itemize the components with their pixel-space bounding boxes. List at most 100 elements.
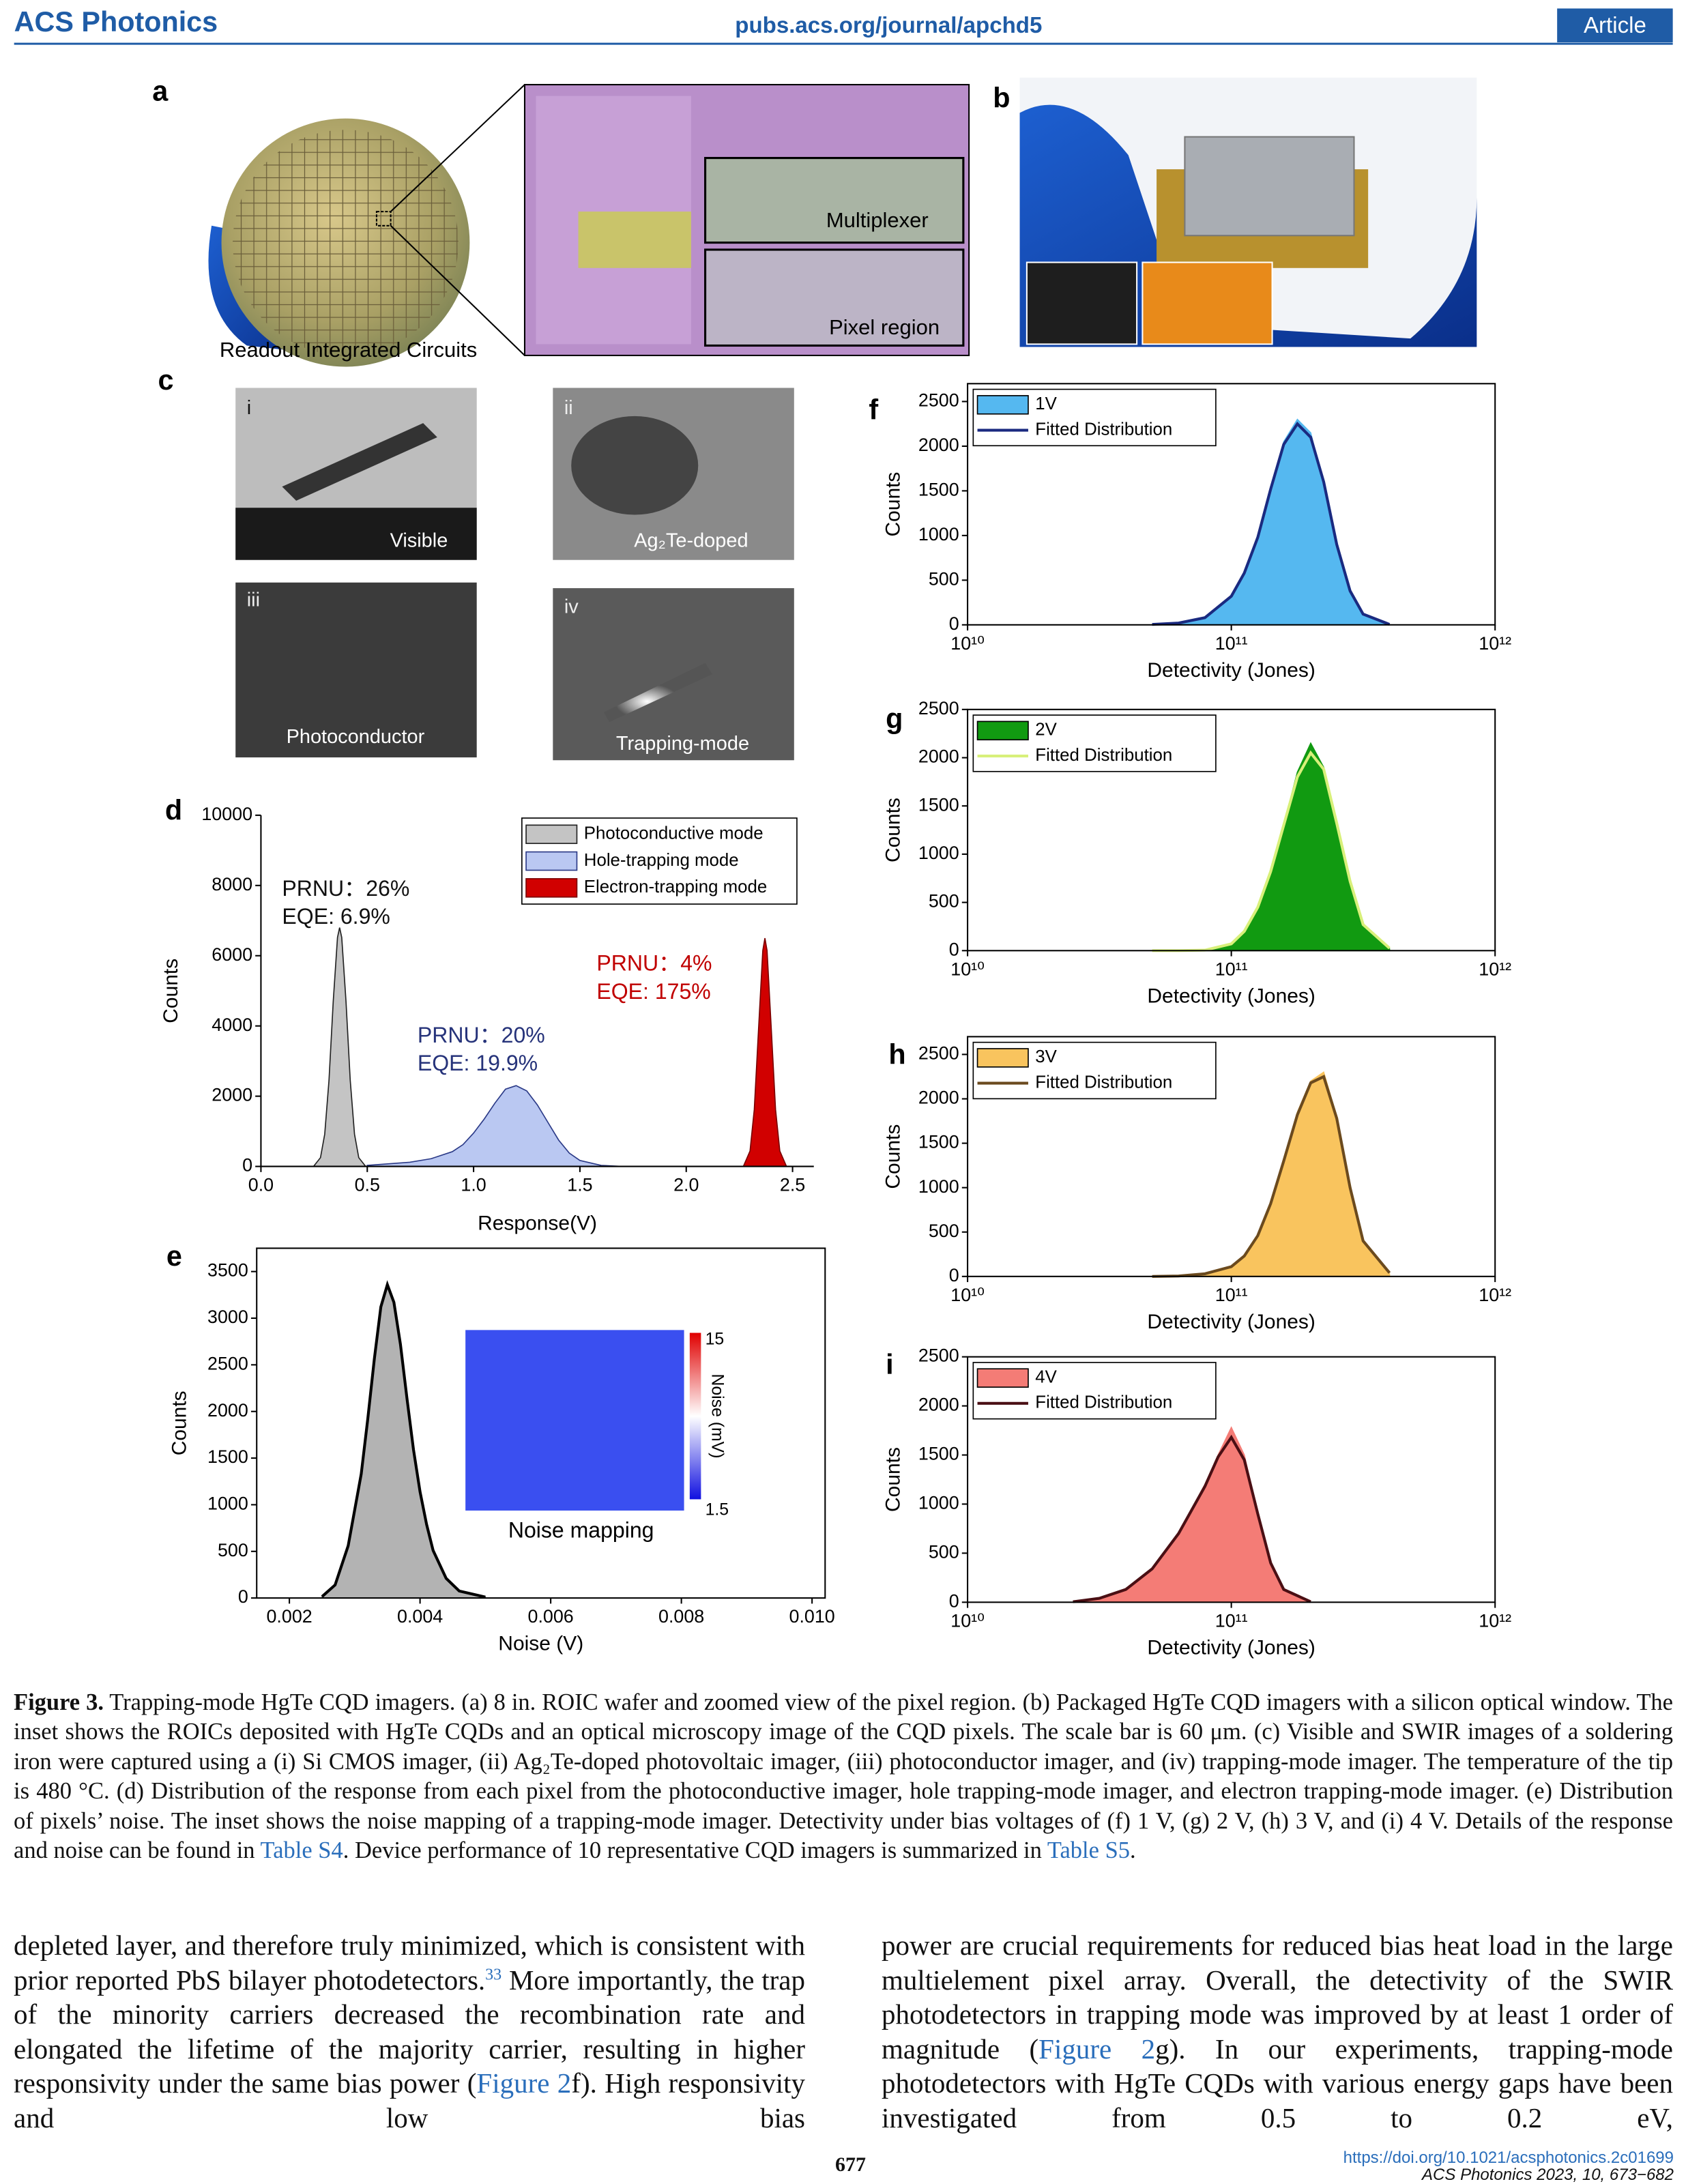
x-tick-label: 10¹² <box>1479 1610 1511 1631</box>
table-link[interactable]: Table S5 <box>1047 1837 1131 1864</box>
x-tick-label: 0.0 <box>248 1175 274 1195</box>
x-axis-label: Detectivity (Jones) <box>1147 1311 1315 1333</box>
page-number: 677 <box>835 2153 866 2176</box>
caption-text: . Device performance of 10 representativ… <box>343 1837 1047 1864</box>
reference[interactable]: 33 <box>485 1965 502 1983</box>
distribution-area <box>743 937 787 1167</box>
x-tick-label: 10¹² <box>1479 959 1511 979</box>
y-tick-label: 1000 <box>918 524 959 544</box>
x-tick-label: 0.002 <box>266 1606 312 1627</box>
x-tick-label: 2.0 <box>673 1175 699 1195</box>
body-text: More importantly, the trap of the minori… <box>14 1964 805 2099</box>
photoconductor-image <box>235 582 477 758</box>
fit-line <box>1073 1434 1311 1603</box>
colorbar-max: 15 <box>706 1330 725 1348</box>
zoom-square <box>375 211 392 227</box>
legend-swatch <box>976 720 1029 741</box>
legend-label: Fitted Distribution <box>1035 746 1172 765</box>
ag2te-blob <box>571 416 699 515</box>
panel-label: c <box>158 364 174 396</box>
x-tick-label: 1.0 <box>461 1175 486 1195</box>
panel-label: d <box>165 795 182 826</box>
x-tick-label: 0.010 <box>789 1606 835 1627</box>
annotation: PRNU：26% <box>282 876 409 901</box>
legend-swatch <box>976 1368 1029 1388</box>
panel-label: g <box>886 703 903 734</box>
legend-label: Electron-trapping mode <box>584 877 767 897</box>
image-numeral: iii <box>247 589 260 611</box>
y-axis-label: Counts <box>882 798 905 862</box>
y-axis-label: Counts <box>169 1391 191 1455</box>
y-tick-label: 2500 <box>918 390 959 411</box>
panel-label: h <box>888 1038 905 1070</box>
table-link[interactable]: Table S4 <box>260 1837 343 1864</box>
figure: ACS Photonics pubs.acs.org/journal/apchd… <box>14 6 1673 1659</box>
image-numeral: i <box>247 397 251 419</box>
y-tick-label: 1500 <box>918 794 959 815</box>
legend-label: 2V <box>1035 720 1057 740</box>
x-tick-label: 0.008 <box>658 1606 704 1627</box>
y-tick-label: 2000 <box>918 1088 959 1108</box>
distribution-area <box>1152 742 1391 952</box>
caption-text: Trapping-mode HgTe CQD imagers. (a) 8 in… <box>14 1689 1673 1864</box>
trapping-image <box>553 588 794 761</box>
multiplexer-box <box>704 157 965 244</box>
y-tick-label: 6000 <box>212 944 252 965</box>
legend-label: 1V <box>1035 394 1057 413</box>
x-tick-label: 10¹¹ <box>1215 1610 1248 1631</box>
y-tick-label: 1000 <box>918 1176 959 1197</box>
caption-text: . <box>1130 1837 1136 1864</box>
image-label: Trapping-mode <box>616 733 749 755</box>
colorbar-label: Noise (mV) <box>708 1373 727 1458</box>
citation: ACS Photonics 2023, 10, 673−682 <box>1422 2166 1674 2184</box>
figure-link[interactable]: Figure 2 <box>476 2067 572 2099</box>
y-tick-label: 2000 <box>918 1395 959 1415</box>
x-tick-label: 10¹¹ <box>1215 959 1248 979</box>
panel-label: b <box>993 83 1010 114</box>
y-tick-label: 1000 <box>918 843 959 863</box>
legend-swatch <box>976 1048 1029 1068</box>
distribution-area <box>313 927 366 1167</box>
panel-label: a <box>152 75 169 106</box>
y-tick-label: 1500 <box>918 1132 959 1152</box>
zoom-line <box>390 225 525 356</box>
panel-label: e <box>166 1240 182 1272</box>
figure-link[interactable]: Figure 2 <box>1038 2033 1156 2065</box>
x-tick-label: 10¹⁰ <box>950 1285 985 1305</box>
panel-label: f <box>869 394 878 426</box>
x-axis-label: Response(V) <box>478 1212 597 1234</box>
image-numeral: iv <box>564 596 579 618</box>
y-tick-label: 0 <box>949 939 959 959</box>
y-tick-label: 500 <box>929 1221 959 1241</box>
inset-title: Noise mapping <box>508 1517 654 1542</box>
optical-window <box>1184 136 1355 237</box>
annotation: EQE: 6.9% <box>282 904 390 929</box>
annotation: PRNU：4% <box>596 950 712 975</box>
y-axis-label: Counts <box>160 959 182 1023</box>
x-tick-label: 1.5 <box>567 1175 592 1195</box>
doi-link[interactable]: https://doi.org/10.1021/acsphotonics.2c0… <box>1343 2149 1674 2167</box>
y-axis-label: Counts <box>882 472 905 537</box>
body-column: depleted layer, and therefore truly mini… <box>14 1928 805 2136</box>
x-tick-label: 2.5 <box>780 1175 805 1195</box>
distribution-area <box>1152 1071 1391 1277</box>
fit-line <box>321 1280 486 1599</box>
legend-label: Fitted Distribution <box>1035 420 1172 439</box>
annotation: PRNU：20% <box>418 1023 545 1047</box>
x-axis-label: Detectivity (Jones) <box>1147 985 1315 1007</box>
y-tick-label: 500 <box>929 1541 959 1562</box>
annotation: EQE: 175% <box>596 979 710 1004</box>
pixel-region-box <box>704 248 965 347</box>
iron-glow <box>603 663 712 723</box>
image-label: Photoconductor <box>287 726 425 748</box>
y-axis-label: Counts <box>882 1124 905 1189</box>
y-tick-label: 2000 <box>212 1085 252 1105</box>
image-numeral: ii <box>564 397 573 419</box>
y-tick-label: 500 <box>218 1540 248 1560</box>
distribution-area <box>1152 418 1390 626</box>
x-tick-label: 0.5 <box>355 1175 380 1195</box>
colorbar <box>689 1333 701 1500</box>
y-tick-label: 3500 <box>207 1260 248 1281</box>
x-tick-label: 10¹¹ <box>1215 633 1248 654</box>
